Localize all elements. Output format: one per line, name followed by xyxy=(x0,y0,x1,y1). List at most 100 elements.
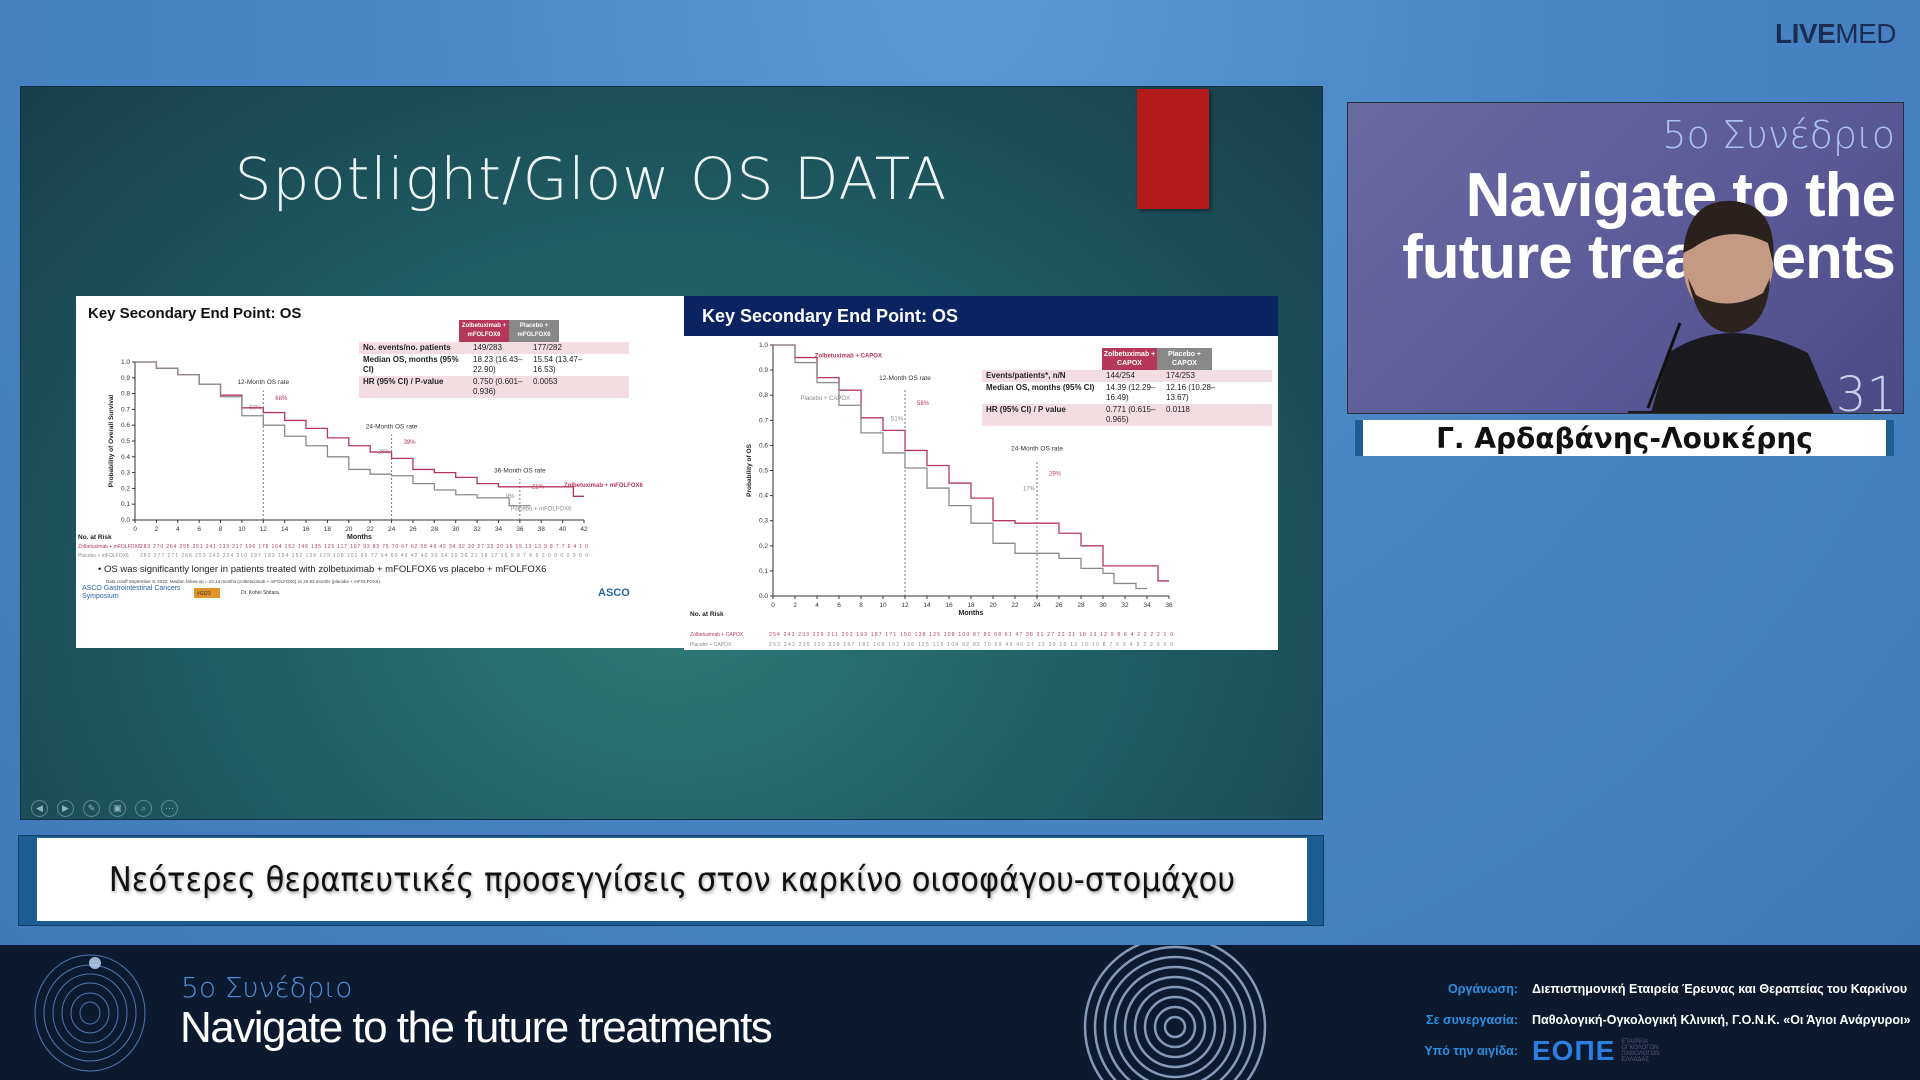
x-tick-label: 30 xyxy=(1099,602,1107,609)
x-tick-label: 14 xyxy=(923,602,931,609)
y-tick-label: 1.0 xyxy=(121,359,130,366)
x-tick-label: 10 xyxy=(879,602,887,609)
os-rate-label: 24-Month OS rate xyxy=(366,423,418,430)
collaboration-value: Παθολογική-Ογκολογική Κλινική, Γ.Ο.Ν.Κ. … xyxy=(1532,1012,1911,1027)
y-tick-label: 0.2 xyxy=(121,485,130,492)
auspices-label: Υπό την αιγίδα: xyxy=(1424,1043,1518,1058)
km-curve-placebo xyxy=(773,344,1147,590)
x-tick-label: 20 xyxy=(345,526,353,533)
zoom-icon[interactable]: ⌕ xyxy=(135,800,152,817)
y-tick-label: 0.9 xyxy=(759,367,768,374)
x-tick-label: 4 xyxy=(815,602,819,609)
x-tick-label: 0 xyxy=(133,526,137,533)
x-tick-label: 8 xyxy=(859,602,863,609)
x-tick-label: 20 xyxy=(989,602,997,609)
congress-footer: 5ο Συνέδριο Navigate to the future treat… xyxy=(0,945,1920,1080)
video-backdrop-date: 31 xyxy=(1835,367,1897,414)
os-rate-value-placebo: 17% xyxy=(1023,487,1036,493)
x-tick-label: 12 xyxy=(260,526,268,533)
y-tick-label: 0.2 xyxy=(759,543,768,550)
speaker-figure xyxy=(1628,200,1834,413)
x-tick-label: 6 xyxy=(197,526,201,533)
eope-logo: ΕΟΠΕ ΕΤΑΙΡΕΙΑ ΟΓΚΟΛΟΓΩΝ ΠΑΘΟΛΟΓΩΝ ΕΛΛΑΔΑΣ xyxy=(1532,1034,1660,1066)
slideshow-controls: ◀ ▶ ✎ ▣ ⌕ ⋯ xyxy=(31,800,178,817)
data-cutoff-footnote: Data cutoff September 9, 2022; Median fo… xyxy=(106,579,381,584)
livemed-logo: LIVEMED xyxy=(1775,18,1896,49)
x-tick-label: 0 xyxy=(771,602,775,609)
chart-title: Key Secondary End Point: OS xyxy=(88,305,301,322)
session-title: Νεότερες θεραπευτικές προσεγγίσεις στον … xyxy=(37,838,1307,921)
more-options-icon[interactable]: ⋯ xyxy=(161,800,178,817)
title-band xyxy=(684,296,1278,336)
os-rate-label: 36-Month OS rate xyxy=(494,468,546,475)
previous-slide-icon[interactable]: ◀ xyxy=(31,800,48,817)
x-tick-label: 24 xyxy=(388,526,396,533)
hashtag-label: #GI23 xyxy=(197,591,211,597)
at-risk-title: No. at Risk xyxy=(78,534,112,541)
os-rate-value-placebo: 9% xyxy=(506,494,515,500)
km-chart-mfolfox6: Key Secondary End Point: OS0 2 4 6 8 10 12 14 16… xyxy=(78,305,644,599)
y-tick-label: 1.0 xyxy=(759,342,768,349)
x-tick-label: 18 xyxy=(967,602,975,609)
next-slide-icon[interactable]: ▶ xyxy=(57,800,74,817)
chart-image-mfolfox6: Key Secondary End Point: OS 0 2 4 6 8 10 12 14 16… xyxy=(76,296,684,648)
x-tick-label: 4 xyxy=(176,526,180,533)
x-tick-label: 14 xyxy=(281,526,289,533)
footer-congress-number: 5ο Συνέδριο xyxy=(181,971,353,1004)
slides-grid-icon[interactable]: ▣ xyxy=(109,800,126,817)
x-tick-label: 24 xyxy=(1033,602,1041,609)
hashtag-badge xyxy=(194,588,220,598)
x-tick-label: 26 xyxy=(409,526,417,533)
chart-title: Key Secondary End Point: OS xyxy=(702,306,958,326)
pen-icon[interactable]: ✎ xyxy=(83,800,100,817)
series-label: Placebo + CAPOX xyxy=(801,396,851,402)
x-tick-label: 34 xyxy=(1143,602,1151,609)
organizer-label: Οργάνωση: xyxy=(1448,981,1518,996)
chart-image-capox: Key Secondary End Point: OS 0 2 4 6 8 10 12 14 16… xyxy=(684,296,1278,650)
organizers-list: Οργάνωση: Διεπιστημονική Εταιρεία Έρευνας… xyxy=(1420,973,1910,1066)
at-risk-row-values: 254 243 233 226 211 203 193 187 171 150 … xyxy=(769,632,1173,638)
at-risk-row-label: Placebo + CAPOX xyxy=(690,642,732,648)
x-tick-label: 38 xyxy=(538,526,546,533)
os-rate-value-zolbetuximab: 58% xyxy=(917,401,930,407)
y-tick-label: 0.0 xyxy=(121,517,130,524)
session-title-bar: Νεότερες θεραπευτικές προσεγγίσεις στον … xyxy=(18,835,1324,926)
km-chart-capox: Key Secondary End Point: OS0 2 4 6 8 10 12 14 16… xyxy=(684,296,1278,648)
y-tick-label: 0.7 xyxy=(121,406,130,413)
x-tick-label: 2 xyxy=(155,526,159,533)
os-rate-value-zolbetuximab: 29% xyxy=(1049,472,1062,478)
os-rate-value-zolbetuximab: 68% xyxy=(275,396,288,402)
asco-gi-logo: ASCO Gastrointestinal Cancers Symposium xyxy=(82,585,181,600)
x-tick-label: 18 xyxy=(324,526,332,533)
y-tick-label: 0.1 xyxy=(759,568,768,575)
speaker-name: Γ. Αρδαβάνης-Λουκέρης xyxy=(1363,420,1886,456)
results-table-capox: Zolbetuximab + CAPOX Placebo + CAPOX Even… xyxy=(982,348,1272,426)
slide-title: Spotlight/Glow OS DATA xyxy=(234,145,948,213)
at-risk-row-values: 253 243 235 220 210 197 181 168 152 136 … xyxy=(769,642,1173,648)
x-tick-label: 2 xyxy=(793,602,797,609)
video-backdrop-title: Navigate to the future treatments xyxy=(1402,161,1896,292)
y-tick-label: 0.5 xyxy=(759,468,768,475)
os-rate-label: 12-Month OS rate xyxy=(237,379,289,386)
os-rate-value-placebo: 51% xyxy=(891,416,904,422)
collaboration-label: Σε συνεργασία: xyxy=(1426,1012,1518,1027)
y-tick-label: 0.3 xyxy=(759,518,768,525)
speaker-name-bar: Γ. Αρδαβάνης-Λουκέρης xyxy=(1355,420,1894,456)
x-tick-label: 30 xyxy=(452,526,460,533)
fingerprint-logo-icon xyxy=(34,954,146,1072)
os-rate-label: 12-Month OS rate xyxy=(879,375,931,382)
asco-logo: ASCO xyxy=(598,587,630,599)
y-tick-label: 0.6 xyxy=(759,442,768,449)
y-tick-label: 0.6 xyxy=(121,422,130,429)
red-accent-block xyxy=(1137,89,1209,209)
x-tick-label: 16 xyxy=(302,526,310,533)
concentric-rings-graphic xyxy=(1083,945,1267,1080)
y-tick-label: 0.7 xyxy=(759,417,768,424)
os-rate-value-zolbetuximab: 39% xyxy=(404,440,417,446)
km-curve-placebo xyxy=(135,361,531,507)
x-axis-label: Months xyxy=(959,610,984,617)
y-tick-label: 0.9 xyxy=(121,375,130,382)
at-risk-row-label: Zolbetuximab + CAPOX xyxy=(690,632,744,638)
x-tick-label: 32 xyxy=(473,526,481,533)
results-table-mfolfox6: Zolbetuximab + mFOLFOX6 Placebo + mFOLFOX… xyxy=(359,320,629,398)
